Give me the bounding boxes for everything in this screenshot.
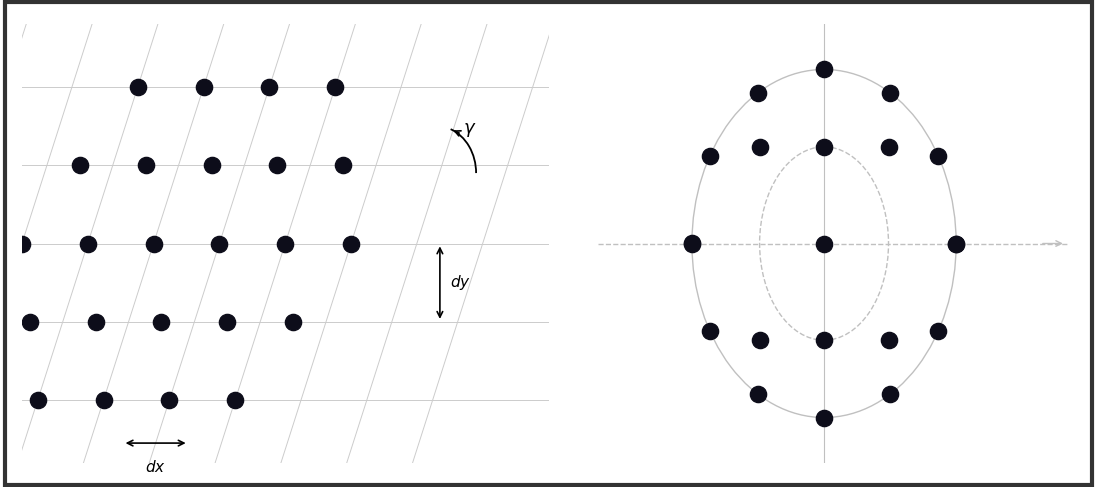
- Point: [683, 240, 701, 247]
- Point: [71, 161, 89, 169]
- Point: [13, 240, 31, 247]
- Point: [137, 161, 155, 169]
- Point: [815, 337, 833, 344]
- Point: [701, 327, 719, 335]
- Point: [749, 89, 767, 97]
- Point: [335, 161, 352, 169]
- Point: [160, 396, 178, 404]
- Point: [87, 318, 104, 326]
- Point: [129, 83, 147, 91]
- Point: [701, 152, 719, 160]
- Point: [195, 83, 213, 91]
- Point: [815, 413, 833, 421]
- Point: [750, 337, 768, 344]
- Point: [750, 143, 768, 150]
- Point: [145, 240, 162, 247]
- Point: [815, 240, 833, 247]
- Point: [218, 318, 236, 326]
- Point: [276, 240, 294, 247]
- Point: [880, 143, 897, 150]
- Point: [930, 327, 948, 335]
- Point: [79, 240, 97, 247]
- Point: [226, 396, 244, 404]
- Point: [269, 161, 286, 169]
- Point: [683, 240, 701, 247]
- Text: $dy$: $dy$: [450, 273, 471, 292]
- Text: $dx$: $dx$: [145, 459, 166, 475]
- Point: [815, 143, 833, 150]
- Point: [261, 83, 279, 91]
- Point: [203, 161, 220, 169]
- Point: [930, 152, 948, 160]
- Point: [948, 240, 965, 247]
- Point: [211, 240, 228, 247]
- Text: $\gamma$: $\gamma$: [463, 121, 476, 139]
- Point: [749, 390, 767, 398]
- Point: [881, 390, 898, 398]
- Point: [29, 396, 46, 404]
- Point: [342, 240, 360, 247]
- Point: [815, 66, 833, 74]
- Point: [284, 318, 302, 326]
- Point: [94, 396, 112, 404]
- Point: [880, 337, 897, 344]
- Point: [327, 83, 344, 91]
- Point: [948, 240, 965, 247]
- Point: [881, 89, 898, 97]
- Point: [21, 318, 38, 326]
- Point: [152, 318, 170, 326]
